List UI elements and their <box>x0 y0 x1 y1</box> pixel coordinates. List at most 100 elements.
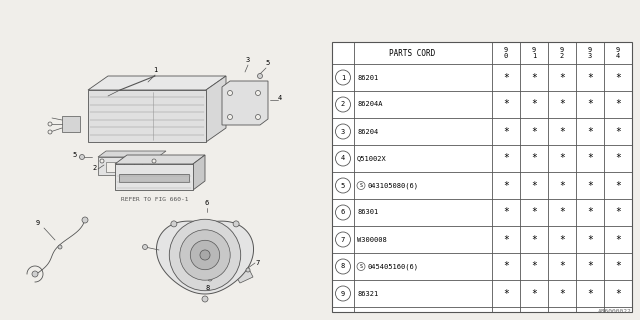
Circle shape <box>48 122 52 126</box>
Text: *: * <box>531 180 537 190</box>
Text: 3: 3 <box>246 57 250 63</box>
Text: *: * <box>587 100 593 109</box>
Text: *: * <box>503 207 509 218</box>
Circle shape <box>255 91 260 95</box>
Text: *: * <box>559 235 565 244</box>
Circle shape <box>171 221 177 227</box>
Text: 86201: 86201 <box>357 75 378 81</box>
Text: *: * <box>615 289 621 299</box>
Polygon shape <box>193 155 205 190</box>
Polygon shape <box>227 87 260 120</box>
Circle shape <box>143 244 147 250</box>
Text: 86301: 86301 <box>357 210 378 215</box>
Text: 043105080(6): 043105080(6) <box>367 182 418 189</box>
Text: PARTS CORD: PARTS CORD <box>389 49 435 58</box>
Text: *: * <box>531 235 537 244</box>
Text: *: * <box>615 100 621 109</box>
Text: *: * <box>531 261 537 271</box>
Text: *: * <box>587 73 593 83</box>
Circle shape <box>357 181 365 189</box>
Polygon shape <box>142 162 152 172</box>
Text: 9
2: 9 2 <box>560 47 564 59</box>
Circle shape <box>202 296 208 302</box>
Circle shape <box>180 230 230 280</box>
Text: 1: 1 <box>341 75 345 81</box>
Text: 5: 5 <box>73 152 77 158</box>
Polygon shape <box>98 157 158 175</box>
Polygon shape <box>156 221 253 294</box>
Text: *: * <box>559 207 565 218</box>
Circle shape <box>233 221 239 227</box>
Text: *: * <box>587 180 593 190</box>
Circle shape <box>357 262 365 270</box>
Polygon shape <box>62 116 80 132</box>
Circle shape <box>335 205 351 220</box>
Text: 6: 6 <box>341 210 345 215</box>
Text: *: * <box>615 235 621 244</box>
Circle shape <box>152 159 156 163</box>
FancyBboxPatch shape <box>332 42 632 312</box>
Text: *: * <box>615 180 621 190</box>
Polygon shape <box>235 269 253 283</box>
Text: *: * <box>559 100 565 109</box>
Text: Q51002X: Q51002X <box>357 156 387 162</box>
Text: 9
0: 9 0 <box>504 47 508 59</box>
Circle shape <box>58 245 62 249</box>
Text: 9
4: 9 4 <box>616 47 620 59</box>
Text: *: * <box>615 207 621 218</box>
Text: *: * <box>531 73 537 83</box>
Circle shape <box>335 124 351 139</box>
Text: S: S <box>360 183 362 188</box>
Circle shape <box>335 151 351 166</box>
Circle shape <box>335 259 351 274</box>
Text: 045405160(6): 045405160(6) <box>367 263 418 270</box>
Circle shape <box>255 115 260 119</box>
Text: *: * <box>559 180 565 190</box>
Text: A86000022: A86000022 <box>598 309 632 314</box>
Text: 9
1: 9 1 <box>532 47 536 59</box>
Text: 1: 1 <box>153 67 157 73</box>
Text: *: * <box>587 154 593 164</box>
Text: 9: 9 <box>36 220 40 226</box>
Text: *: * <box>559 289 565 299</box>
Text: 6: 6 <box>205 200 209 206</box>
Text: S: S <box>360 264 362 269</box>
Text: 8: 8 <box>206 285 210 291</box>
Text: *: * <box>615 126 621 137</box>
Text: 4: 4 <box>341 156 345 162</box>
Text: 9: 9 <box>341 291 345 297</box>
Text: 8: 8 <box>341 263 345 269</box>
FancyBboxPatch shape <box>119 174 189 182</box>
Text: *: * <box>615 154 621 164</box>
Text: *: * <box>503 180 509 190</box>
Text: *: * <box>503 126 509 137</box>
Text: 7: 7 <box>341 236 345 243</box>
Text: 5: 5 <box>341 182 345 188</box>
Text: *: * <box>503 154 509 164</box>
Polygon shape <box>88 76 226 90</box>
Text: *: * <box>587 261 593 271</box>
Text: *: * <box>503 261 509 271</box>
Circle shape <box>246 268 250 272</box>
Circle shape <box>335 178 351 193</box>
Circle shape <box>335 70 351 85</box>
Circle shape <box>335 286 351 301</box>
Polygon shape <box>115 155 205 164</box>
Polygon shape <box>88 90 206 142</box>
Polygon shape <box>206 76 226 142</box>
Text: *: * <box>587 235 593 244</box>
Text: 86204: 86204 <box>357 129 378 134</box>
Text: 7: 7 <box>256 260 260 266</box>
Polygon shape <box>98 151 166 157</box>
Text: 4: 4 <box>278 95 282 101</box>
Text: *: * <box>531 207 537 218</box>
Circle shape <box>335 97 351 112</box>
Text: 2: 2 <box>341 101 345 108</box>
Text: *: * <box>587 126 593 137</box>
Text: *: * <box>559 73 565 83</box>
Text: 5: 5 <box>266 60 270 66</box>
Circle shape <box>170 219 241 291</box>
Text: *: * <box>531 100 537 109</box>
Text: W300008: W300008 <box>357 236 387 243</box>
Text: *: * <box>503 100 509 109</box>
